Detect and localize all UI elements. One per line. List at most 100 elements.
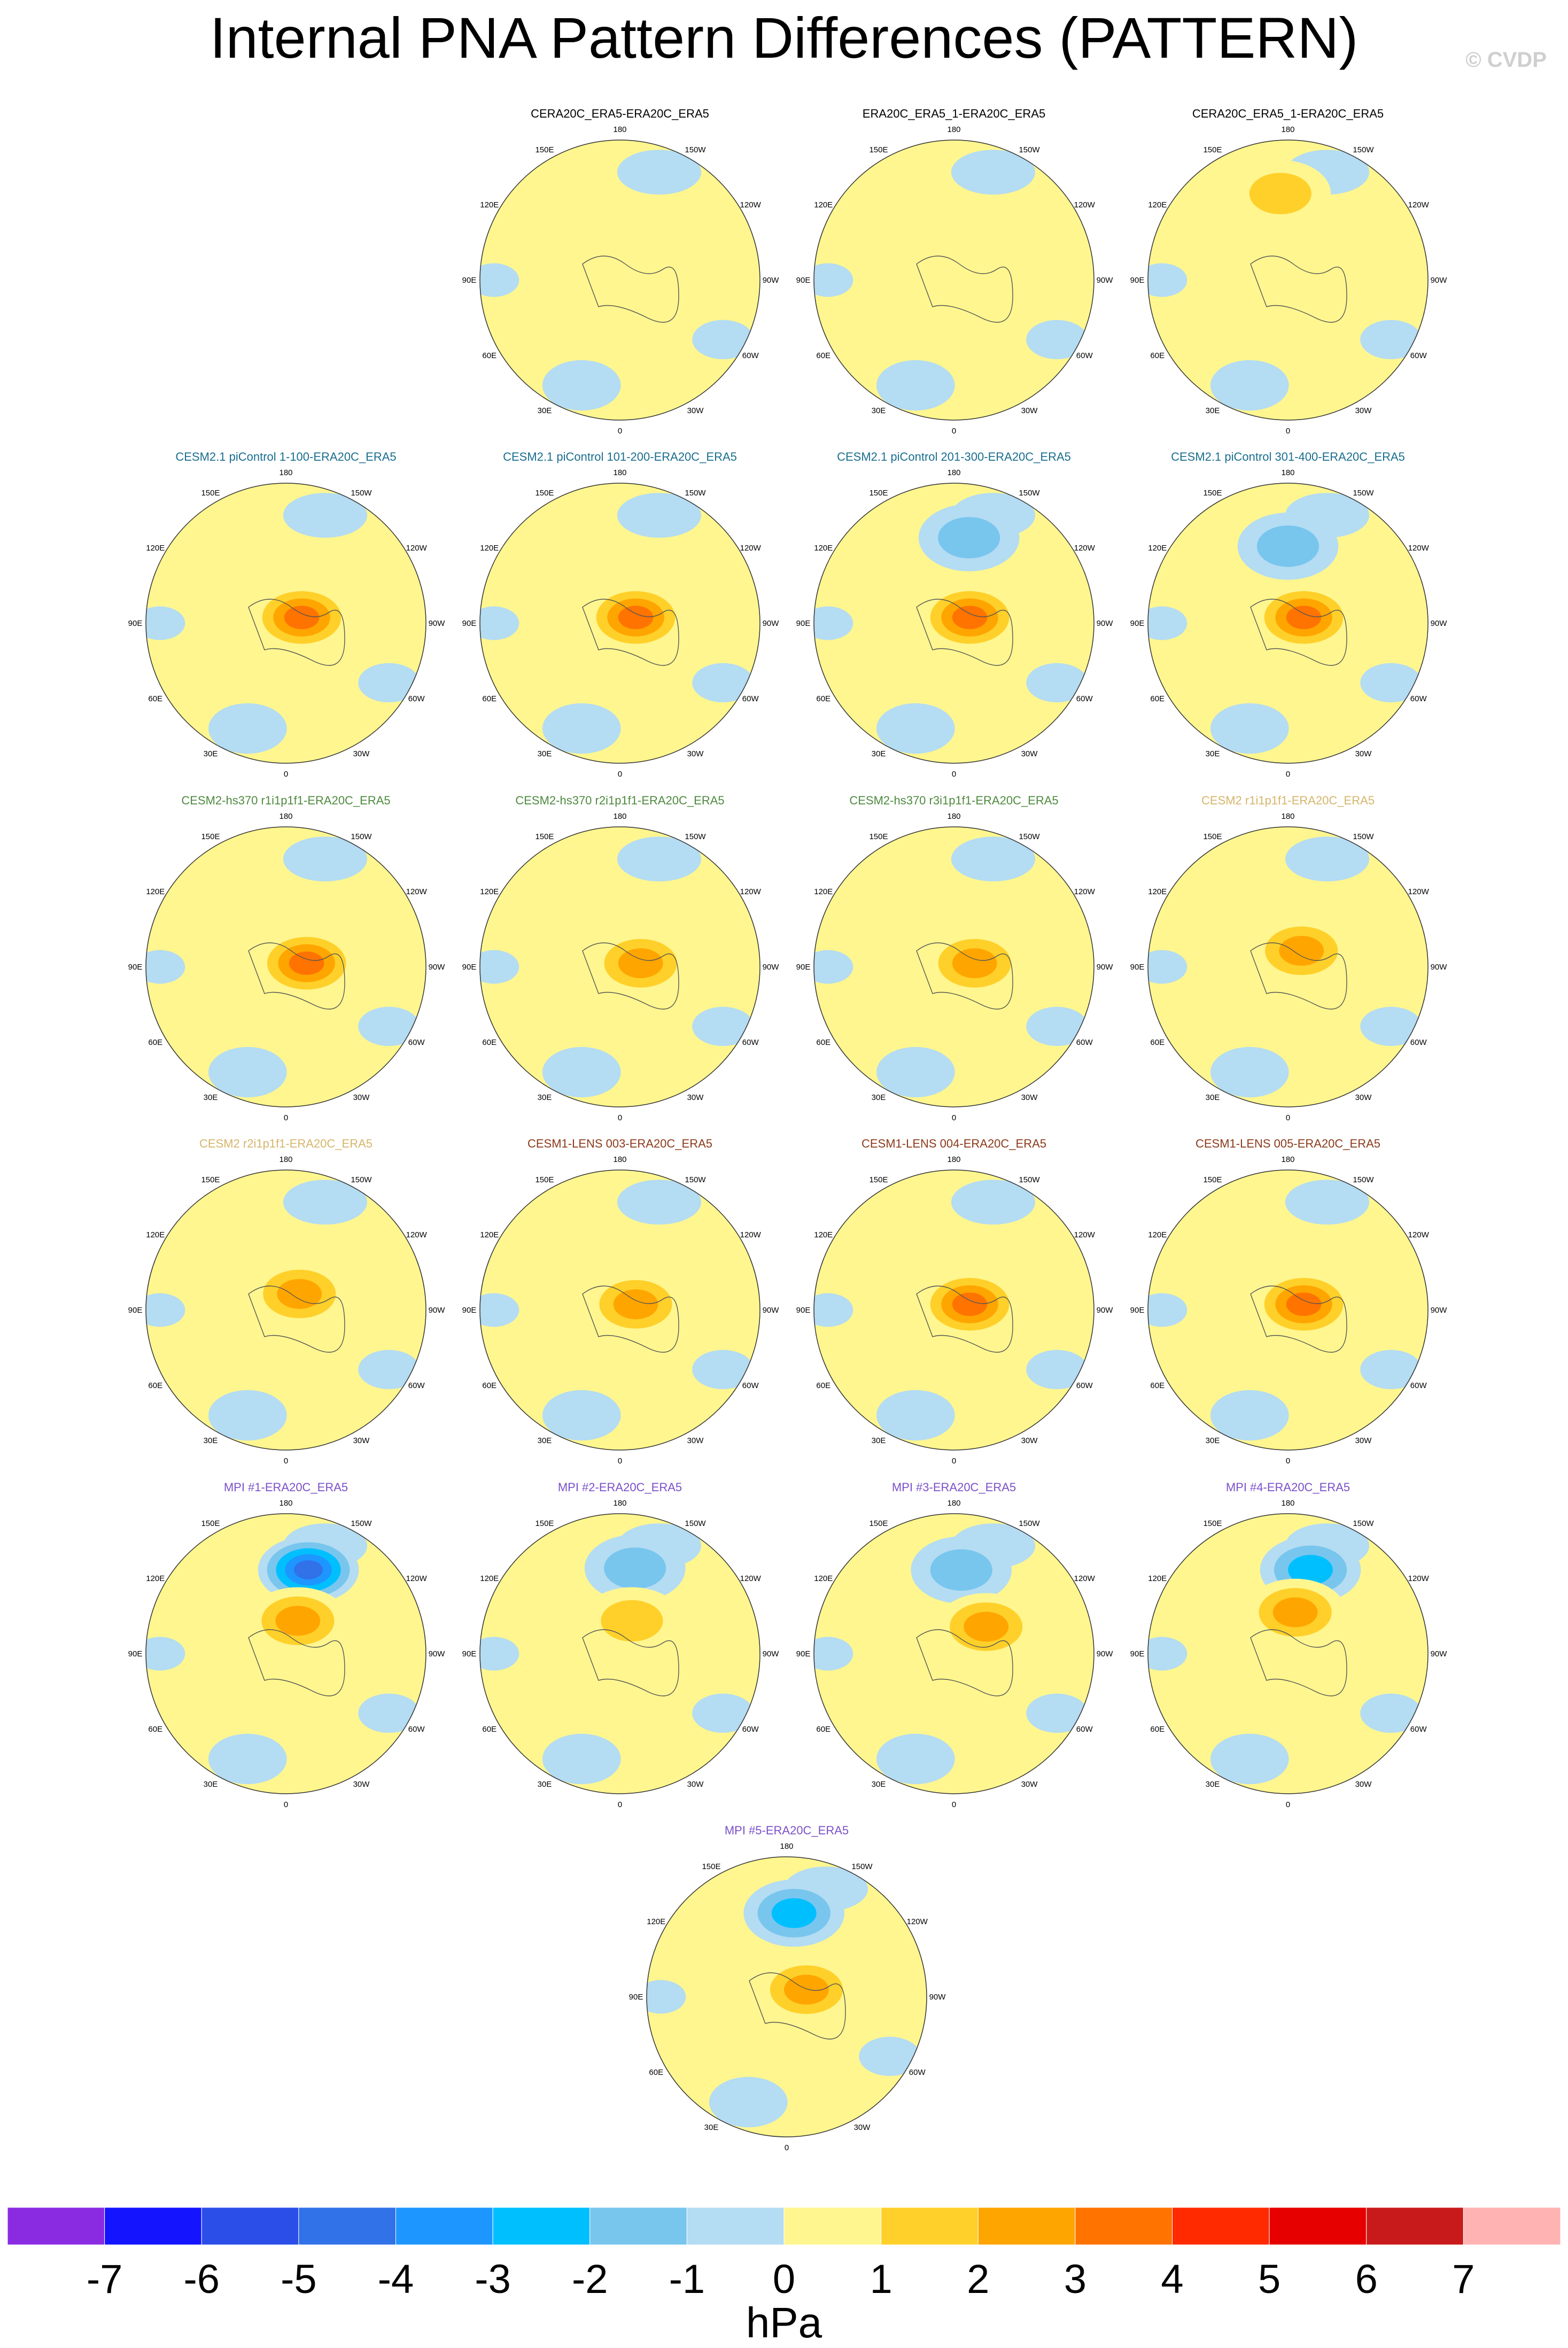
- field-lobe: [814, 606, 853, 640]
- map-boundary: [813, 140, 1095, 421]
- lon-tick-label: 150E: [535, 1519, 554, 1528]
- lon-tick-label: 60E: [1150, 1038, 1165, 1047]
- anomaly-contour: [1249, 173, 1311, 214]
- lon-tick-label: 30W: [687, 1436, 704, 1445]
- lon-tick-label: 150E: [201, 832, 220, 841]
- field-lobe: [859, 2036, 921, 2076]
- colorbar-swatch: [7, 2207, 105, 2245]
- lon-tick-label: 90W: [429, 1306, 446, 1315]
- lon-tick-label: 30E: [204, 749, 218, 758]
- field-lobe: [208, 1390, 287, 1441]
- field-lobe: [692, 1350, 754, 1390]
- lon-tick-label: 30W: [353, 1093, 370, 1102]
- lon-tick-label: 30E: [1206, 1436, 1220, 1445]
- field-lobe: [146, 606, 185, 640]
- field-lobe: [1360, 320, 1422, 360]
- lon-tick-label: 60W: [1076, 1725, 1093, 1734]
- lon-tick-label: 150W: [1353, 832, 1374, 841]
- lon-tick-label: 180: [613, 468, 626, 477]
- map-background-field: [814, 140, 1094, 420]
- lon-tick-label: 120E: [814, 1574, 833, 1583]
- lon-tick-label: 180: [1281, 125, 1294, 134]
- lon-tick-label: 0: [952, 770, 956, 779]
- colorbar-swatch: [201, 2207, 299, 2245]
- anomaly-contour: [601, 1600, 663, 1642]
- lon-tick-label: 150W: [851, 1862, 873, 1871]
- colorbar-tick-label: 0: [773, 2257, 795, 2298]
- lon-tick-label: 0: [618, 1456, 622, 1466]
- coastline: [1250, 255, 1347, 323]
- lon-tick-label: 60W: [408, 1038, 425, 1047]
- lon-tick-label: 60E: [1150, 351, 1165, 360]
- field-lobe: [208, 1047, 287, 1098]
- colorbar-swatch: [881, 2207, 979, 2245]
- map-panel: CESM2.1 piControl 101-200-ERA20C_ERA5 180…: [462, 450, 780, 781]
- map-panel: MPI #4-ERA20C_ERA5 180 150E 120E 90E 60E 30E 0 3…: [1130, 1481, 1448, 1812]
- lon-tick-label: 120E: [480, 200, 499, 210]
- anomaly-contour: [1272, 1597, 1318, 1628]
- field-lobe: [208, 703, 287, 754]
- polar-map: 180 150E 120E 90E 60E 30E 0 30W 60W 90W 120W 150W: [796, 125, 1114, 436]
- lon-tick-label: 150W: [351, 832, 372, 841]
- field-lobe: [709, 2076, 788, 2128]
- lon-tick-label: 30W: [1021, 1436, 1038, 1445]
- lon-tick-label: 0: [1286, 1800, 1290, 1809]
- polar-map: 180 150E 120E 90E 60E 30E 0 30W 60W 90W 120W 150W: [1130, 1499, 1448, 1809]
- lon-tick-label: 30W: [854, 2123, 871, 2132]
- lon-tick-label: 60W: [1076, 694, 1093, 703]
- colorbar-tick-label: -1: [669, 2257, 705, 2298]
- lon-tick-label: 90E: [462, 619, 477, 628]
- panel-title: CESM2.1 piControl 1-100-ERA20C_ERA5: [175, 450, 397, 463]
- lon-tick-label: 180: [947, 1155, 960, 1164]
- map-boundary: [1147, 1169, 1429, 1451]
- lon-tick-label: 150W: [351, 1175, 372, 1184]
- lon-tick-label: 120E: [480, 1574, 499, 1583]
- lon-tick-label: 120E: [1148, 1230, 1167, 1239]
- lon-tick-label: 90W: [429, 619, 446, 628]
- lon-tick-label: 150E: [201, 489, 220, 498]
- lon-tick-label: 60E: [148, 1725, 162, 1734]
- lon-tick-label: 90W: [1097, 276, 1114, 285]
- lon-tick-label: 150W: [1019, 489, 1040, 498]
- lon-tick-label: 60W: [742, 1381, 759, 1390]
- anomaly-contour: [1288, 1555, 1333, 1585]
- panel-title: CESM2-hs370 r3i1p1f1-ERA20C_ERA5: [849, 794, 1059, 807]
- lon-tick-label: 90E: [796, 619, 811, 628]
- lon-tick-label: 30W: [687, 1780, 704, 1789]
- map-boundary: [646, 1856, 927, 2137]
- lon-tick-label: 120W: [907, 1917, 928, 1926]
- map-background-field: [1148, 140, 1428, 420]
- anomaly-contour: [1286, 606, 1322, 630]
- coastline: [916, 255, 1013, 323]
- coastline: [248, 1629, 345, 1696]
- anomaly-contour: [1279, 935, 1324, 966]
- map-panel: CESM1-LENS 004-ERA20C_ERA5 180 150E 120E 90E…: [796, 1137, 1114, 1468]
- field-lobe: [1148, 950, 1187, 984]
- lon-tick-label: 30W: [1021, 1780, 1038, 1789]
- lon-tick-label: 30W: [353, 749, 370, 758]
- lon-tick-label: 150E: [869, 1519, 888, 1528]
- lon-tick-label: 90E: [796, 1649, 811, 1659]
- colorbar-tick-label: 4: [1161, 2257, 1183, 2298]
- panel-title: MPI #2-ERA20C_ERA5: [557, 1481, 682, 1494]
- coastline: [582, 1629, 679, 1696]
- lon-tick-label: 30W: [1355, 1780, 1372, 1789]
- anomaly-contour: [952, 1292, 988, 1316]
- field-lobe: [480, 950, 519, 984]
- field-lobe: [617, 1180, 702, 1225]
- lon-tick-label: 120E: [814, 1230, 833, 1239]
- lon-tick-label: 30E: [1206, 1093, 1220, 1102]
- lon-tick-label: 150W: [685, 1519, 706, 1528]
- lon-tick-label: 90E: [1130, 963, 1145, 972]
- field-lobe: [283, 493, 368, 538]
- panel-title: MPI #3-ERA20C_ERA5: [891, 1481, 1016, 1494]
- lon-tick-label: 90W: [763, 1306, 780, 1315]
- field-lobe: [1148, 1293, 1187, 1327]
- lon-tick-label: 120W: [740, 1574, 762, 1583]
- lon-tick-label: 150E: [869, 832, 888, 841]
- lon-tick-label: 30W: [1355, 406, 1372, 415]
- lon-tick-label: 150E: [535, 489, 554, 498]
- field-lobe: [480, 606, 519, 640]
- map-boundary: [145, 826, 426, 1107]
- lon-tick-label: 90W: [1431, 963, 1448, 972]
